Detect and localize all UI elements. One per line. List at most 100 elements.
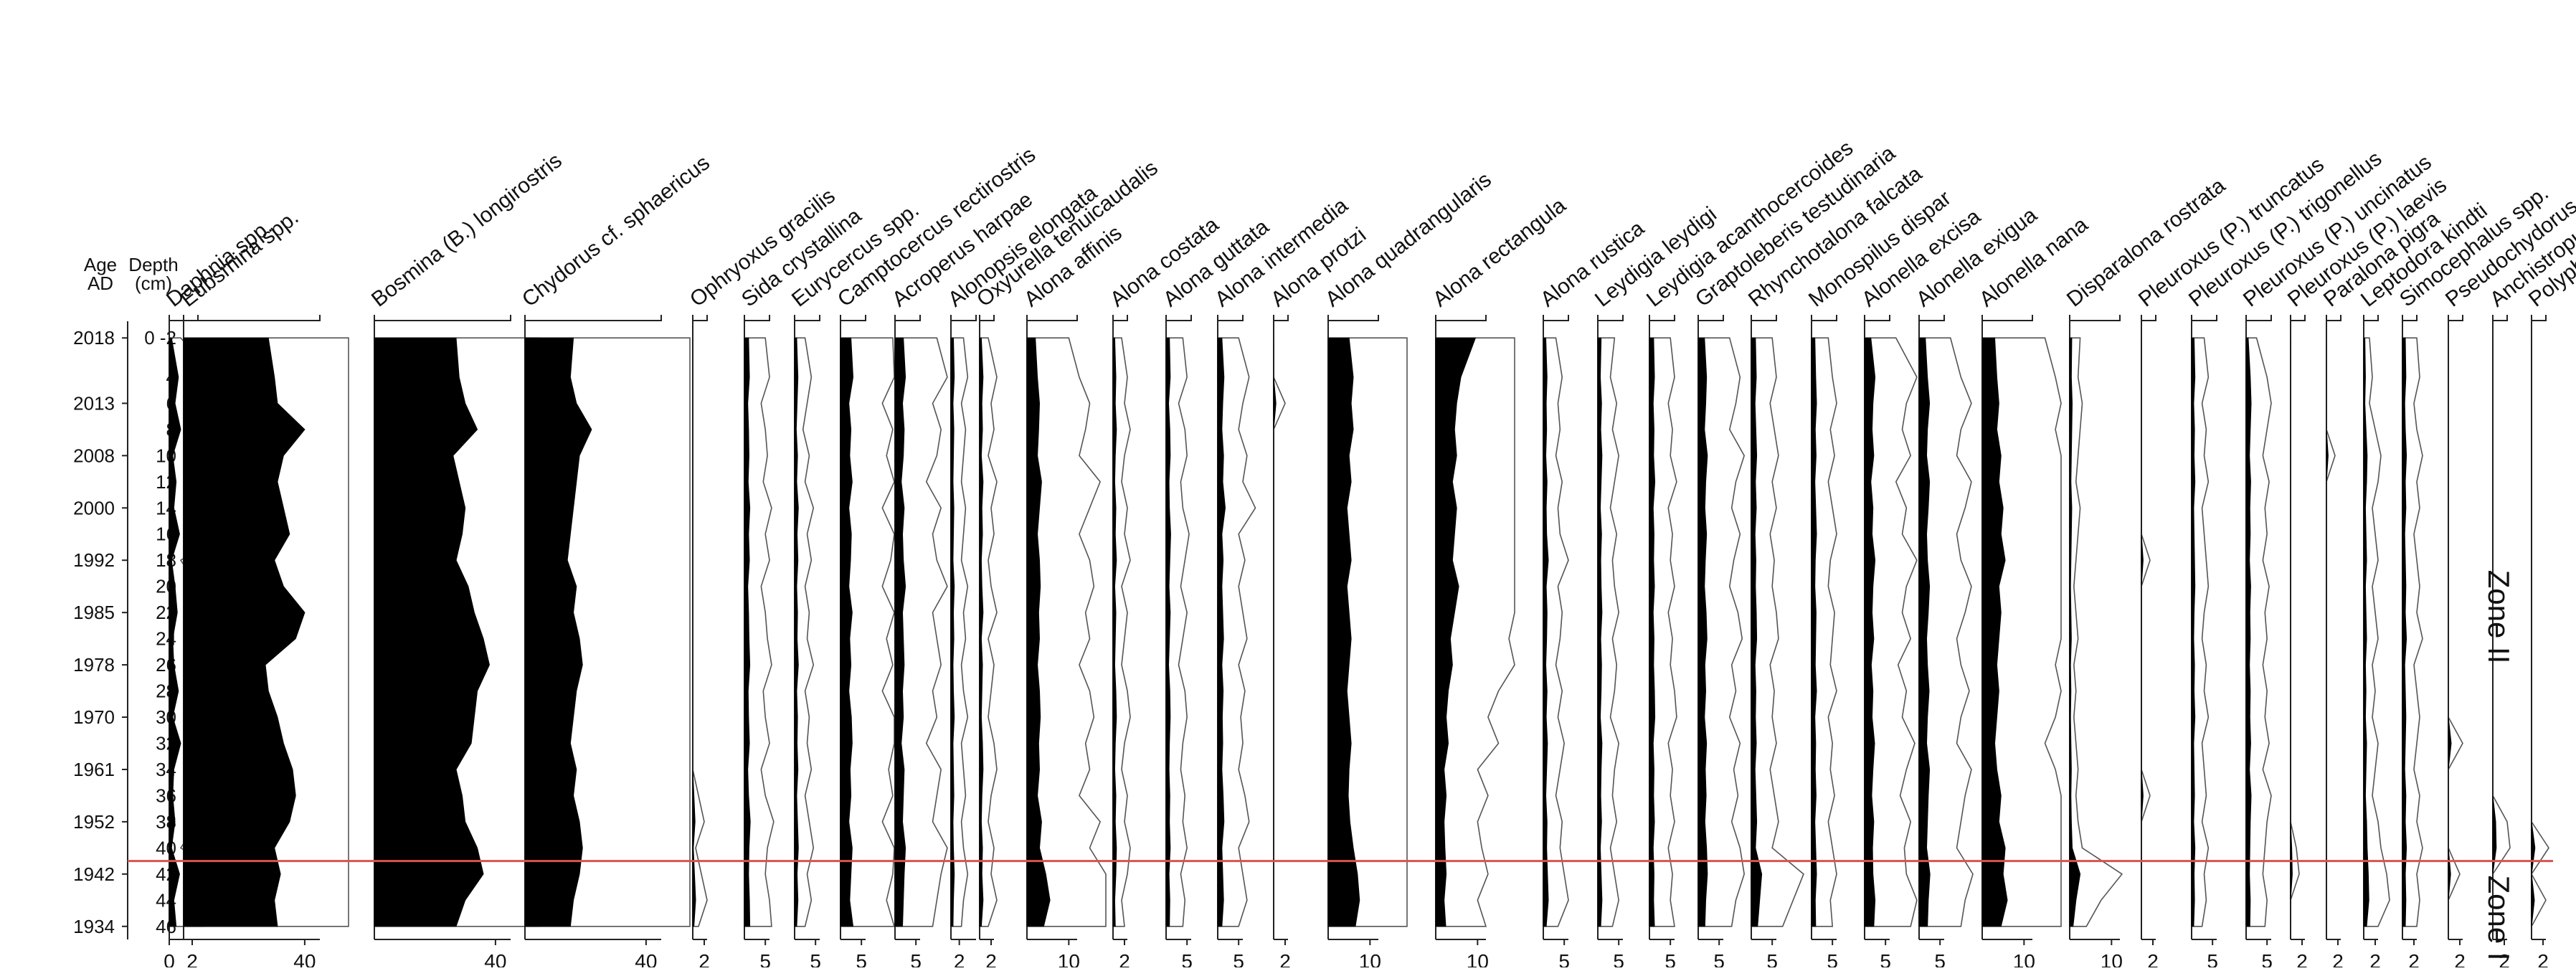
panel-top-bracket <box>950 315 977 321</box>
x-tick-label: 5 <box>2261 950 2273 967</box>
exaggeration-line <box>2192 337 2210 927</box>
exaggeration-line <box>1436 337 1515 927</box>
exaggeration-line <box>525 337 691 927</box>
x-tick-label: 5 <box>1766 950 1778 967</box>
age-tick-label: 1985 <box>73 602 115 623</box>
area-fill <box>1273 338 1277 927</box>
zone-label: Zone I <box>2482 875 2516 960</box>
exaggeration-line <box>2531 338 2549 927</box>
exaggeration-line <box>1273 338 1286 927</box>
x-tick-label: 10 <box>2013 950 2035 967</box>
area-fill <box>1981 337 2008 927</box>
area-fill <box>2531 338 2536 927</box>
panel-top-bracket <box>1273 315 1289 321</box>
x-tick-label: 10 <box>1058 950 1080 967</box>
age-tick-label: 1992 <box>73 549 115 571</box>
area-fill <box>1112 337 1117 927</box>
area-fill <box>2363 337 2369 927</box>
area-fill <box>894 337 906 927</box>
panel-top-bracket <box>2245 315 2272 321</box>
exaggeration-line <box>795 337 815 927</box>
panel-top-bracket <box>2402 315 2418 321</box>
age-tick-label: 1952 <box>73 811 115 833</box>
age-axis-title: Age <box>84 254 117 275</box>
panel-top-bracket <box>2290 315 2306 321</box>
x-tick-label: 5 <box>2207 950 2218 967</box>
age-tick-label: 2000 <box>73 497 115 518</box>
area-fill <box>2191 337 2196 927</box>
panel-top-bracket <box>744 315 770 321</box>
exaggeration-line <box>2326 338 2336 927</box>
panel-top-bracket <box>2141 315 2156 321</box>
area-fill <box>1597 337 1603 927</box>
exaggeration-line <box>2364 337 2390 927</box>
area-fill <box>794 337 799 927</box>
x-tick-label: 2 <box>2537 950 2549 967</box>
x-tick-label: 2 <box>2369 950 2381 967</box>
x-tick-label: 2 <box>2296 950 2308 967</box>
exaggeration-line <box>2402 337 2423 927</box>
exaggeration-line <box>1698 337 1746 927</box>
panel-top-bracket <box>2448 315 2463 321</box>
age-tick-label: 1934 <box>73 916 115 937</box>
x-tick-label: 5 <box>1181 950 1193 967</box>
area-fill <box>183 337 306 927</box>
x-tick-label: 2 <box>2147 950 2159 967</box>
area-fill <box>979 337 984 927</box>
area-fill <box>2290 338 2293 927</box>
area-fill <box>524 337 592 927</box>
x-tick-label: 2 <box>699 950 710 967</box>
area-fill <box>1543 337 1549 927</box>
x-tick-label: 10 <box>1467 950 1489 967</box>
x-tick-label: 5 <box>1827 950 1838 967</box>
panel-top-bracket <box>524 315 662 321</box>
x-tick-label: 40 <box>635 950 657 967</box>
x-tick-label: 5 <box>1713 950 1725 967</box>
exaggeration-line <box>1166 337 1190 927</box>
x-tick-label: 10 <box>1359 950 1381 967</box>
area-fill <box>840 337 854 927</box>
depth-axis-title: (cm) <box>135 273 172 294</box>
age-tick-label: 1970 <box>73 706 115 728</box>
age-tick-label: 2008 <box>73 445 115 466</box>
x-tick-label: 5 <box>759 950 771 967</box>
panel-top-bracket <box>2069 315 2121 321</box>
exaggeration-line <box>1919 337 1974 927</box>
x-tick-label: 2 <box>1119 950 1130 967</box>
panel-top-bracket <box>894 315 921 321</box>
area-fill <box>2245 337 2252 927</box>
exaggeration-line <box>2448 338 2463 927</box>
exaggeration-line <box>692 338 708 927</box>
panel-top-bracket <box>1918 315 1945 321</box>
panel-top-bracket <box>2326 315 2341 321</box>
panel-top-bracket <box>840 315 866 321</box>
panel-top-bracket <box>1811 315 1837 321</box>
exaggeration-line <box>1113 337 1131 927</box>
panel-top-bracket <box>1597 315 1624 321</box>
area-fill <box>1918 337 1931 927</box>
age-tick-label: 1942 <box>73 863 115 885</box>
age-tick-label: 2013 <box>73 392 115 414</box>
panel-top-bracket <box>1217 315 1244 321</box>
x-tick-label: 5 <box>1558 950 1570 967</box>
x-tick-label: 5 <box>1880 950 1891 967</box>
x-tick-label: 5 <box>910 950 922 967</box>
area-fill <box>374 337 490 927</box>
exaggeration-line <box>184 337 349 927</box>
panel-top-bracket <box>979 315 995 321</box>
exaggeration-line <box>1598 337 1619 927</box>
area-fill <box>1811 337 1817 927</box>
exaggeration-line <box>951 337 969 927</box>
area-fill <box>2402 337 2407 927</box>
panel-top-bracket <box>1981 315 2033 321</box>
x-tick-label: 5 <box>1613 950 1624 967</box>
panel-top-bracket <box>2363 315 2379 321</box>
x-tick-label: 2 <box>2454 950 2466 967</box>
exaggeration-line <box>2246 337 2272 927</box>
x-tick-label: 5 <box>810 950 821 967</box>
area-fill <box>1649 337 1656 927</box>
x-tick-label: 5 <box>856 950 867 967</box>
area-fill <box>1751 337 1763 927</box>
